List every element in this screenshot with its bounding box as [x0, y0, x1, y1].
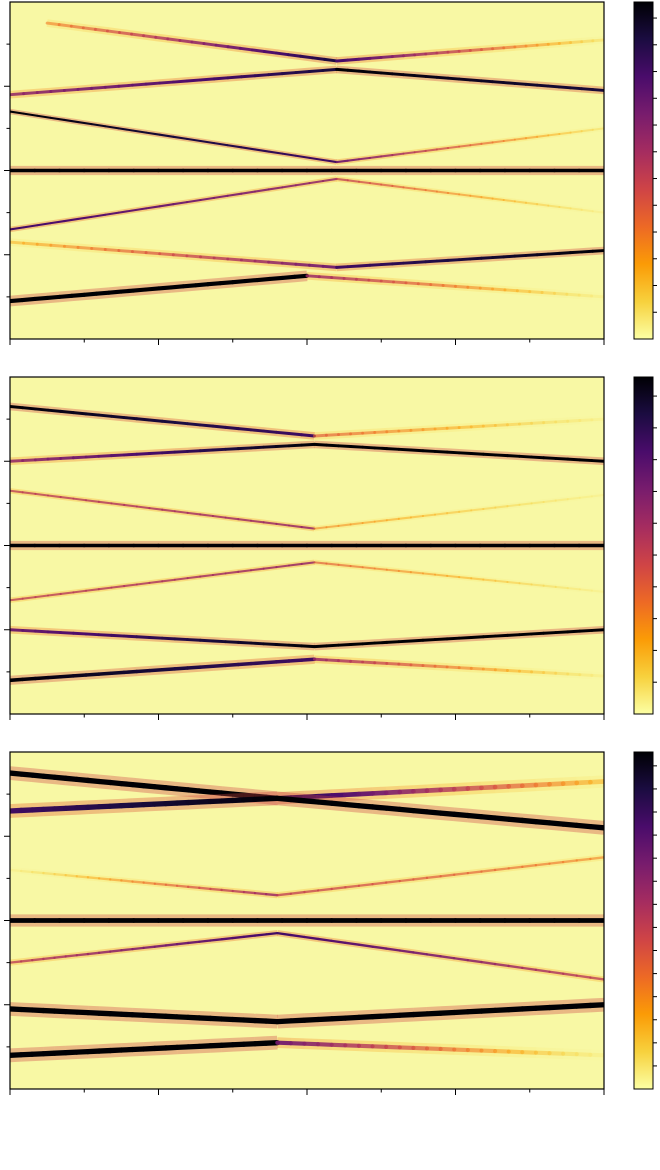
colorbar: [633, 1, 657, 340]
spectral-band: [10, 866, 279, 899]
spectral-band: [10, 176, 338, 233]
y-ticks: [4, 793, 10, 1048]
spectral-band: [305, 271, 604, 301]
spectral-band: [276, 930, 604, 983]
x-ticks: [9, 339, 605, 345]
spectral-band: [10, 791, 280, 818]
spectral-band: [10, 766, 280, 806]
spectral-band: [274, 997, 604, 1029]
y-ticks: [4, 418, 10, 673]
heatmap-panel-middle: [4, 376, 605, 720]
y-ticks: [4, 43, 10, 298]
spectral-band: [312, 655, 604, 680]
spectral-band: [313, 492, 604, 532]
spectral-band: [275, 1037, 604, 1061]
spectral-band: [10, 108, 338, 165]
spectral-band: [10, 559, 316, 603]
spectral-band: [312, 415, 604, 440]
spectral-band: [313, 559, 604, 595]
colorbar-gradient: [633, 376, 654, 715]
spectral-band: [10, 488, 316, 532]
spectral-band: [10, 930, 279, 966]
spectral-band: [10, 402, 316, 440]
spectral-band: [312, 625, 604, 651]
spectral-band: [335, 246, 604, 272]
spectral-band: [274, 791, 604, 835]
heatmap-panel-top: [4, 1, 605, 345]
spectral-band: [45, 19, 339, 65]
spectral-band: [335, 65, 604, 95]
spectral-band: [10, 625, 316, 651]
x-ticks: [9, 1089, 605, 1095]
heatmap-panel-bottom: [4, 751, 605, 1095]
spectral-band: [276, 854, 604, 899]
colorbar: [633, 751, 657, 1090]
colorbar: [633, 376, 657, 715]
spectral-band: [10, 1035, 280, 1063]
colorbar-gradient: [633, 1, 654, 340]
spectral-band: [10, 238, 339, 272]
spectral-band: [10, 654, 317, 685]
spectral-band: [10, 65, 339, 99]
spectral-band: [10, 1002, 280, 1029]
spectral-band: [335, 176, 604, 216]
colorbar-gradient: [633, 751, 654, 1090]
spectral-band: [10, 440, 316, 466]
spectral-band: [312, 440, 604, 466]
spectral-band: [335, 125, 604, 165]
spectral-band: [335, 36, 604, 65]
spectral-band: [10, 270, 310, 307]
x-ticks: [9, 714, 605, 720]
